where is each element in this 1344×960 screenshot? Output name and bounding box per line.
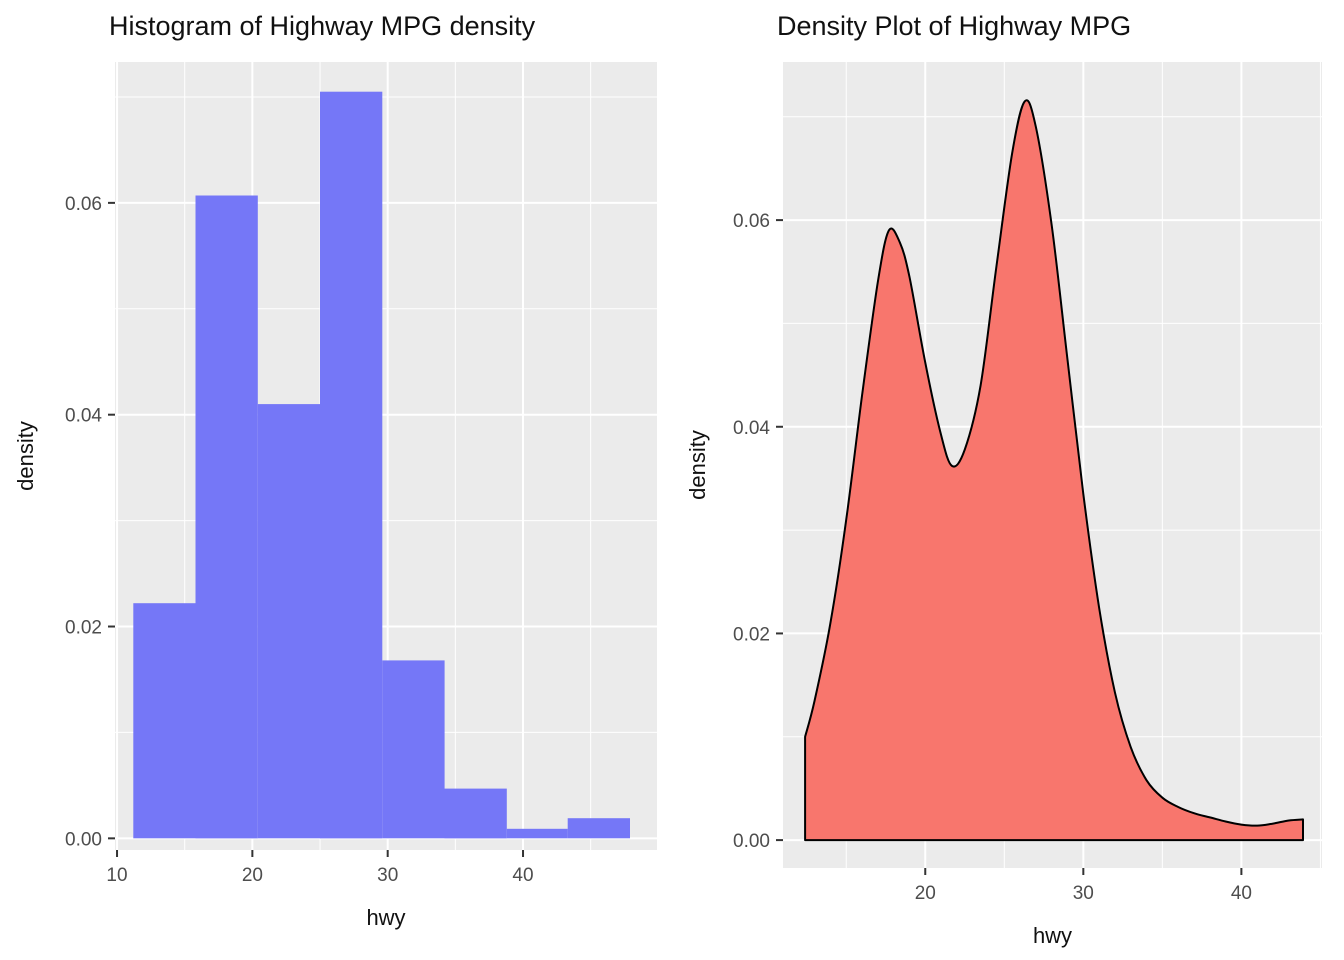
y-tick-label: 0.04 bbox=[733, 418, 770, 439]
x-axis-title: hwy bbox=[366, 905, 406, 930]
x-axis-title: hwy bbox=[1032, 923, 1073, 948]
histogram-bars bbox=[133, 91, 630, 839]
chart-title: Density Plot of Highway MPG bbox=[777, 11, 1132, 41]
histogram-figure: 10 20 30 40 0.00 0.02 0.04 0.06 Histogram of Hi… bbox=[12, 11, 657, 930]
y-tick-label: 0.00 bbox=[65, 829, 102, 850]
density-svg: 20 30 40 0.00 0.02 0.04 0.06 bbox=[733, 62, 1322, 904]
x-tick-label: 40 bbox=[1231, 883, 1252, 904]
y-axis-title: density bbox=[684, 430, 710, 500]
histogram-bar bbox=[195, 195, 258, 839]
y-tick-label: 0.06 bbox=[65, 194, 102, 215]
histogram-svg: 10 20 30 40 0.00 0.02 0.04 0.06 bbox=[65, 62, 657, 886]
y-tick-label: 0.04 bbox=[65, 406, 102, 427]
histogram-bar bbox=[257, 404, 321, 839]
axis-ticks bbox=[108, 201, 525, 857]
x-tick-label: 10 bbox=[106, 865, 127, 886]
histogram-bar bbox=[567, 818, 630, 839]
y-axis-title: density bbox=[12, 421, 38, 491]
x-tick-label: 30 bbox=[377, 865, 398, 886]
histogram-bar bbox=[320, 91, 383, 839]
histogram-bar bbox=[506, 828, 568, 839]
tick-labels: 10 20 30 40 0.00 0.02 0.04 0.06 bbox=[65, 194, 534, 886]
histogram-bar bbox=[133, 603, 196, 839]
tick-labels: 20 30 40 0.00 0.02 0.04 0.06 bbox=[733, 211, 1252, 904]
axis-ticks bbox=[776, 219, 1243, 875]
x-tick-label: 20 bbox=[242, 865, 263, 886]
density-figure: 20 30 40 0.00 0.02 0.04 0.06 Density Plot of H… bbox=[672, 0, 1344, 960]
histogram-bar bbox=[382, 660, 445, 839]
y-tick-label: 0.02 bbox=[65, 618, 102, 639]
chart-title: Histogram of Highway MPG density bbox=[109, 11, 536, 41]
x-tick-label: 40 bbox=[512, 865, 533, 886]
x-tick-label: 30 bbox=[1073, 883, 1094, 904]
y-tick-label: 0.02 bbox=[733, 624, 770, 645]
x-tick-label: 20 bbox=[915, 883, 936, 904]
density-area bbox=[804, 99, 1304, 842]
y-tick-label: 0.00 bbox=[733, 831, 770, 852]
histogram-bar bbox=[444, 788, 507, 839]
y-tick-label: 0.06 bbox=[733, 211, 770, 232]
